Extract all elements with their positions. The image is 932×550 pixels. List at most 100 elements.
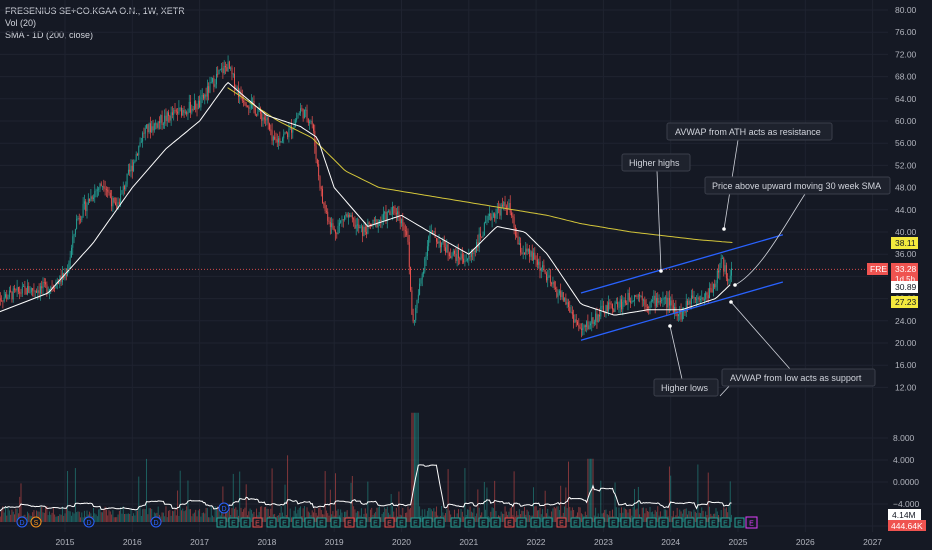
- event-marker: [83, 516, 95, 528]
- legend-sma[interactable]: SMA - 1D (200, close): [5, 30, 94, 40]
- volume-bar: [604, 509, 606, 522]
- volume-bar: [315, 512, 317, 522]
- candle-body: [184, 112, 186, 113]
- candle-body: [411, 290, 413, 314]
- candle-body: [610, 303, 612, 305]
- annotation-pointer: [656, 170, 662, 272]
- price-tick-label: 56.00: [895, 138, 917, 148]
- candle-body: [613, 309, 615, 312]
- candle-body: [19, 291, 21, 294]
- earnings-marker-label: E: [373, 521, 378, 528]
- candle-body: [684, 311, 686, 313]
- candle-body: [640, 296, 642, 297]
- candle-body: [701, 297, 703, 299]
- candle-body: [437, 241, 439, 244]
- candle-body: [659, 300, 661, 302]
- candle-body: [621, 299, 622, 310]
- volume-bar: [407, 506, 409, 522]
- volume-bar: [29, 515, 31, 522]
- volume-bar: [590, 458, 591, 522]
- earnings-marker: [304, 517, 315, 528]
- candle-body: [653, 295, 655, 301]
- volume-bar: [355, 512, 357, 522]
- candle-body: [168, 112, 169, 116]
- candle-body: [618, 307, 620, 308]
- volume-ma-badge: 444.64K: [888, 520, 926, 531]
- annotation-price-above[interactable]: Price above upward moving 30 week SMA: [704, 176, 891, 195]
- candle-body: [197, 100, 199, 110]
- candle-body: [630, 300, 632, 303]
- volume-bar: [434, 511, 436, 522]
- volume-bar: [58, 515, 59, 522]
- volume-bar: [95, 514, 97, 522]
- volume-bar: [412, 412, 414, 522]
- earnings-marker: [410, 517, 421, 528]
- price-axis[interactable]: 80.00 76.00 72.00 68.00 64.00 60.00 56.00 52.00…: [895, 5, 917, 392]
- volume-bar: [404, 512, 406, 522]
- candle-body: [30, 288, 32, 293]
- candle-body: [441, 242, 443, 248]
- annotation-avwap-low[interactable]: AVWAP from low acts as support: [721, 368, 876, 387]
- volume-bar: [454, 509, 456, 522]
- annotation-higher-lows[interactable]: Higher lows: [653, 378, 719, 397]
- annotation-avwap-ath[interactable]: AVWAP from ATH acts as resistance: [666, 122, 833, 141]
- candle-body: [661, 299, 663, 302]
- candle-body: [81, 216, 83, 220]
- volume-bar: [495, 510, 497, 522]
- volume-tick-label: −4.000: [893, 499, 920, 509]
- event-marker: [218, 502, 230, 514]
- candle-body: [142, 132, 144, 142]
- price-tick-label: 64.00: [895, 94, 917, 104]
- volume-bar: [366, 513, 368, 522]
- candle-body: [12, 288, 14, 300]
- channel-upper-line[interactable]: [580, 234, 784, 294]
- volume-bar: [385, 508, 387, 522]
- candle-body: [45, 282, 47, 285]
- candle-body: [318, 163, 320, 177]
- volume-bar: [289, 508, 291, 522]
- candle-body: [366, 231, 368, 234]
- volume-bar: [278, 515, 280, 522]
- earnings-marker-label: E: [243, 521, 248, 528]
- volume-bar: [477, 489, 479, 522]
- volume-bar: [663, 509, 665, 522]
- candle-body: [612, 304, 613, 310]
- candle-body: [624, 300, 626, 304]
- candle-body: [523, 252, 525, 255]
- time-axis[interactable]: 2015 2016 2017 2018 2019 2020 2021 2022 2023 2024…: [56, 537, 883, 547]
- candle-body: [592, 317, 594, 325]
- volume-bar: [309, 512, 311, 522]
- candle-body: [539, 261, 541, 271]
- candle-body: [473, 250, 475, 254]
- channel-lower-line[interactable]: [580, 281, 784, 341]
- legend-symbol[interactable]: FRESENIUS SE+CO.KGAA O.N., 1W, XETR: [5, 6, 185, 16]
- volume-bar: [627, 512, 629, 522]
- volume-bar: [605, 509, 607, 522]
- volume-bar: [213, 517, 215, 522]
- candle-body: [486, 219, 488, 222]
- volume-bar: [134, 515, 136, 522]
- candle-body: [569, 307, 571, 313]
- volume-bar: [470, 511, 472, 522]
- volume-bar: [353, 506, 355, 522]
- price-tick-label: 12.00: [895, 382, 917, 392]
- volume-bar: [379, 505, 380, 522]
- candle-body: [218, 69, 220, 75]
- candle-body: [14, 288, 15, 290]
- annotation-higher-highs[interactable]: Higher highs: [621, 153, 691, 172]
- volume-bar: [109, 511, 111, 522]
- candle-body: [644, 299, 646, 305]
- legend-volume[interactable]: Vol (20): [5, 18, 37, 28]
- earnings-marker-label: E: [453, 521, 458, 528]
- candle-body: [546, 273, 547, 281]
- volume-bar: [618, 507, 620, 522]
- candle-body: [656, 297, 657, 307]
- candle-body: [24, 286, 26, 289]
- volume-bar: [171, 510, 173, 522]
- candle-body: [487, 216, 489, 220]
- candle-body: [709, 288, 710, 299]
- candle-body: [652, 300, 654, 301]
- volume-bar: [280, 506, 282, 522]
- volume-bar: [469, 506, 471, 522]
